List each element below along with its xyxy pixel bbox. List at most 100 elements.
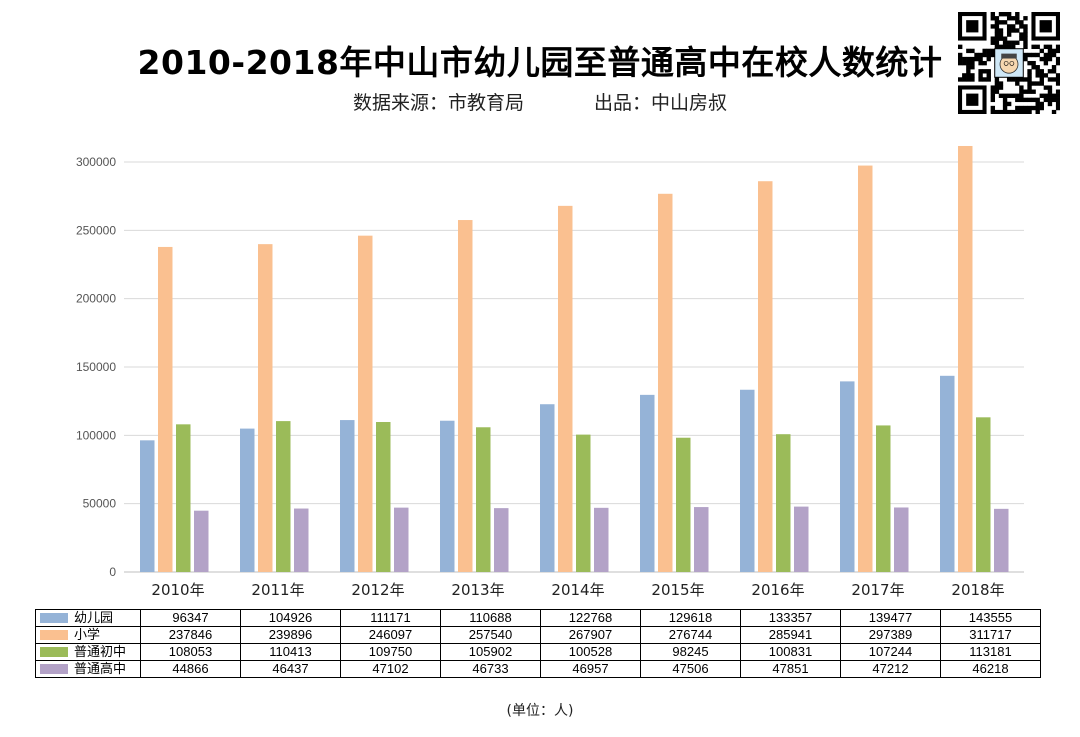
table-cell: 44866: [140, 660, 241, 678]
y-tick-label: 200000: [76, 292, 116, 306]
bar: [876, 425, 891, 572]
bar: [376, 422, 391, 572]
table-cell: 47102: [340, 660, 441, 678]
table-cell: 257540: [440, 626, 541, 644]
table-row: 幼儿园 96347 104926 111171 110688 122768 129618 13…: [35, 609, 1041, 627]
bar: [140, 440, 155, 572]
series-name: 小学: [74, 627, 101, 642]
table-row: 小学 237846 239896 246097 257540 267907 276744 28…: [35, 626, 1041, 644]
table-cell: 237846: [140, 626, 241, 644]
table-cell: 47506: [640, 660, 741, 678]
x-tick-label: 2010年: [151, 581, 204, 599]
bar: [394, 507, 409, 572]
bar: [776, 434, 791, 572]
bar: [840, 381, 855, 572]
producer-label: 出品：中山房叔: [594, 92, 728, 114]
series-name: 普通高中: [74, 661, 127, 676]
table-cell: 46218: [940, 660, 1041, 678]
x-tick-label: 2011年: [251, 581, 304, 599]
chart-subtitle: 数据来源：市教育局 出品：中山房叔: [0, 88, 1080, 115]
y-tick-label: 150000: [76, 360, 116, 374]
table-cell: 98245: [640, 643, 741, 661]
y-tick-label: 300000: [76, 155, 116, 169]
x-tick-label: 2015年: [651, 581, 704, 599]
table-row: 普通初中 108053 110413 109750 105902 100528 98245 1…: [35, 643, 1041, 661]
table-cell: 113181: [940, 643, 1041, 661]
qr-code-icon: [958, 12, 1060, 114]
bar: [294, 508, 309, 572]
bar: [276, 421, 291, 572]
bar-chart: 0 50000 100000 150000 200000 250000 300000 2010…: [76, 145, 1024, 599]
bar: [576, 434, 591, 572]
table-cell: 105902: [440, 643, 541, 661]
series-label: 普通高中: [35, 660, 141, 678]
table-cell: 246097: [340, 626, 441, 644]
table-cell: 108053: [140, 643, 241, 661]
series-name: 幼儿园: [74, 610, 114, 625]
bar: [640, 394, 655, 572]
x-tick-label: 2012年: [351, 581, 404, 599]
table-cell: 297389: [840, 626, 941, 644]
y-tick-label: 0: [109, 565, 116, 579]
table-cell: 111171: [340, 609, 441, 627]
legend-swatch: [40, 613, 68, 623]
x-tick-label: 2014年: [551, 581, 604, 599]
bar: [994, 508, 1009, 572]
table-cell: 143555: [940, 609, 1041, 627]
bar: [458, 220, 473, 572]
x-tick-label: 2018年: [951, 581, 1004, 599]
series-name: 普通初中: [74, 644, 127, 659]
unit-note: (单位：人): [506, 703, 574, 719]
table-cell: 109750: [340, 643, 441, 661]
table-cell: 110413: [240, 643, 341, 661]
bar: [758, 181, 773, 572]
table-cell: 46957: [540, 660, 641, 678]
bar: [958, 145, 973, 573]
bar: [676, 437, 691, 572]
bar: [440, 420, 455, 572]
table-cell: 133357: [740, 609, 841, 627]
data-table: 幼儿园 96347 104926 111171 110688 122768 129618 13…: [35, 609, 1041, 678]
bar: [794, 506, 809, 572]
table-cell: 311717: [940, 626, 1041, 644]
bar: [976, 417, 991, 572]
table-cell: 100831: [740, 643, 841, 661]
bar: [540, 404, 555, 572]
legend-swatch: [40, 630, 68, 640]
table-cell: 107244: [840, 643, 941, 661]
bar: [358, 235, 373, 573]
table-cell: 239896: [240, 626, 341, 644]
x-tick-label: 2017年: [851, 581, 904, 599]
table-cell: 139477: [840, 609, 941, 627]
series-label: 小学: [35, 626, 141, 644]
table-cell: 285941: [740, 626, 841, 644]
y-tick-label: 100000: [76, 428, 116, 442]
bar: [158, 246, 173, 573]
y-tick-label: 250000: [76, 223, 116, 237]
data-source-label: 数据来源：市教育局: [352, 92, 524, 114]
bar: [494, 508, 509, 572]
series-label: 普通初中: [35, 643, 141, 661]
legend-swatch: [40, 647, 68, 657]
bar: [940, 375, 955, 572]
table-cell: 100528: [540, 643, 641, 661]
x-tick-label: 2013年: [451, 581, 504, 599]
bar: [694, 507, 709, 572]
bar: [740, 389, 755, 572]
table-cell: 47212: [840, 660, 941, 678]
table-cell: 276744: [640, 626, 741, 644]
table-cell: 122768: [540, 609, 641, 627]
y-tick-label: 50000: [83, 497, 117, 511]
bar: [240, 428, 255, 572]
chart-title: 2010-2018年中山市幼儿园至普通高中在校人数统计: [137, 43, 943, 82]
table-cell: 46733: [440, 660, 541, 678]
table-cell: 110688: [440, 609, 541, 627]
legend-swatch: [40, 664, 68, 674]
x-tick-label: 2016年: [751, 581, 804, 599]
table-cell: 96347: [140, 609, 241, 627]
bar: [658, 193, 673, 572]
bar: [858, 165, 873, 572]
table-cell: 129618: [640, 609, 741, 627]
bar: [340, 420, 355, 572]
table-cell: 104926: [240, 609, 341, 627]
